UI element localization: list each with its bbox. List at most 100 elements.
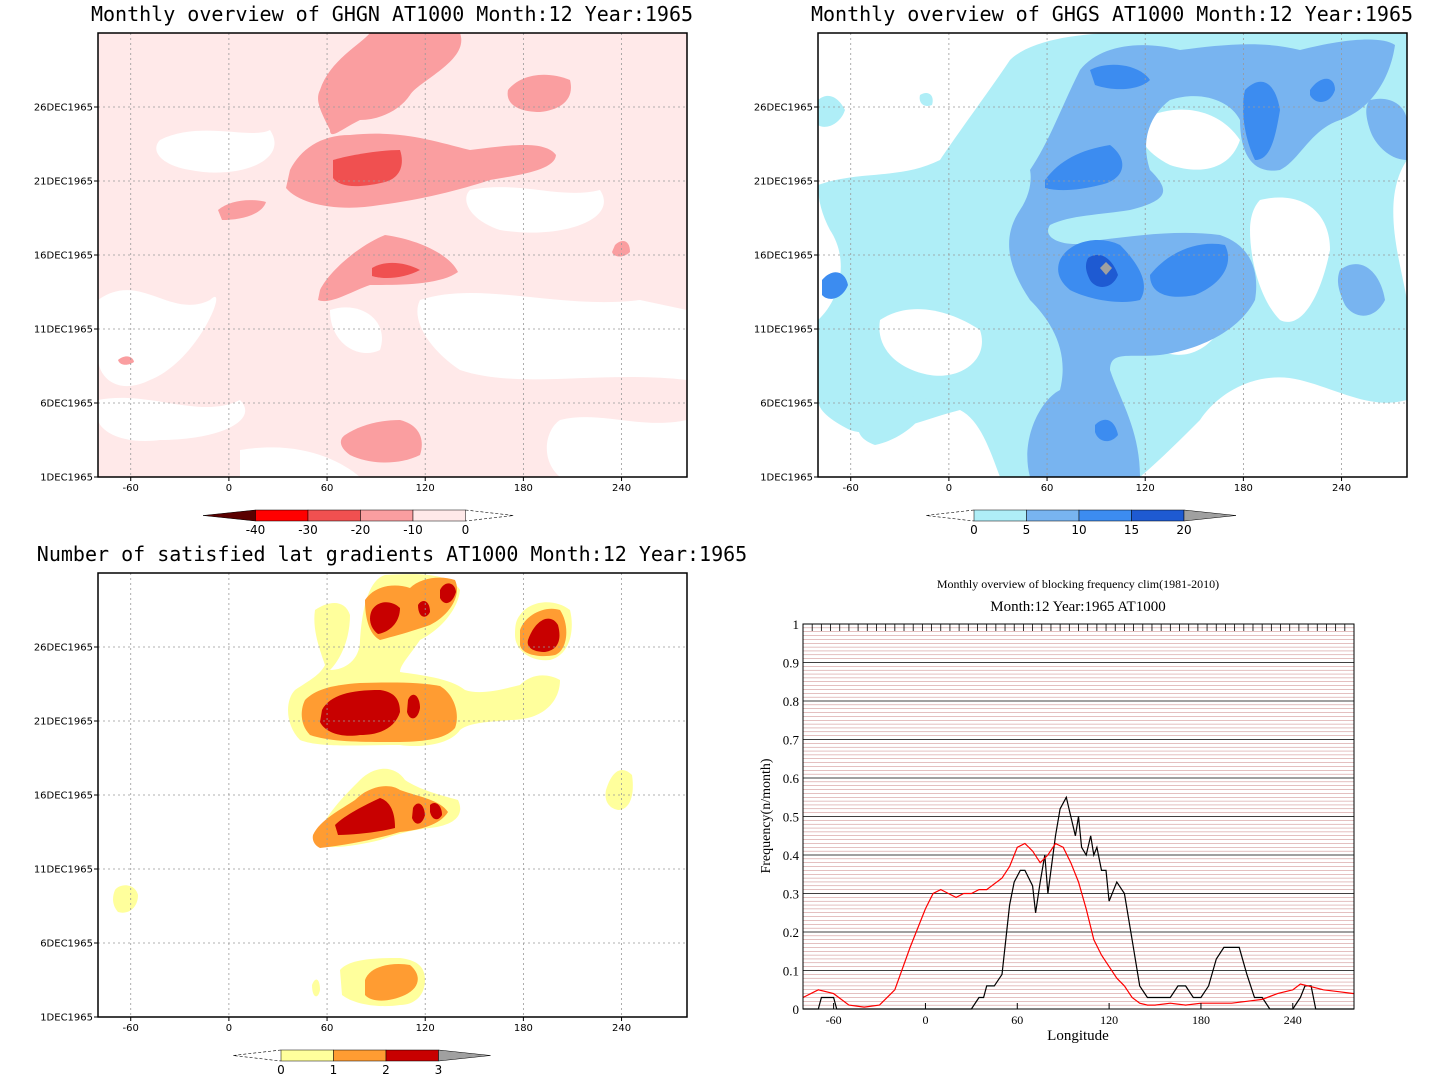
ghgs-level-area: [1090, 64, 1150, 90]
lat-gradients-y-tick-label: 6DEC1965: [40, 939, 93, 950]
ghgs-level-area: [1337, 264, 1385, 316]
panel-ghgs: Monthly overview of GHGS AT1000 Month:12…: [754, 2, 1413, 537]
ghgs-level-area: [1100, 262, 1112, 275]
ghgn-colorbar: -40 -30 -20 -10 0: [202, 509, 514, 537]
ghgs-level-area: [858, 396, 930, 445]
ghgs-colorbar-swatch: [1183, 509, 1237, 522]
blocking-x-tick-label: 0: [922, 1013, 928, 1027]
lat-gradients-level-area: [365, 963, 418, 1001]
ghgn-y-axis: 1DEC1965 6DEC1965 11DEC1965 16DEC1965 21DEC1…: [34, 103, 98, 484]
panel-ghgs-title: Monthly overview of GHGS AT1000 Month:12…: [811, 2, 1413, 26]
lat-gradients-level-area: [440, 583, 456, 604]
lat-gradients-level-area: [418, 600, 430, 617]
lat-gradients-level-area: [312, 979, 320, 997]
ghgn-level-area: [612, 240, 630, 257]
lat-gradients-x-axis: -60 0 60 120 180 240: [123, 1017, 631, 1034]
ghgs-y-tick-label: 26DEC1965: [754, 103, 813, 114]
lat-gradients-y-tick-label: 11DEC1965: [34, 865, 93, 876]
ghgn-zero-area: [98, 397, 246, 441]
lat-gradients-x-tick-label: 60: [321, 1023, 334, 1034]
ghgs-level-area: [1366, 98, 1407, 160]
blocking-x-tick-label: 60: [1011, 1013, 1023, 1027]
lat-gradients-colorbar-label: 2: [382, 1063, 390, 1077]
lat-gradients-x-tick-label: 180: [514, 1023, 533, 1034]
blocking-y-tick-label: 0: [793, 1002, 800, 1017]
ghgn-x-tick-label: -60: [123, 483, 139, 494]
ghgn-colorbar-swatch: [412, 509, 466, 522]
ghgn-colorbar-label: -30: [298, 523, 318, 537]
lat-gradients-level-area: [407, 694, 420, 719]
lat-gradients-y-tick-label: 21DEC1965: [34, 717, 93, 728]
ghgs-colorbar-swatch: [1026, 509, 1080, 522]
ghgs-x-tick-label: 60: [1041, 483, 1054, 494]
blocking-y-tick-label: 0.6: [783, 771, 800, 786]
blocking-series: [802, 795, 1355, 1010]
lat-gradients-level-area: [527, 618, 560, 652]
ghgs-colorbar-label: 20: [1176, 523, 1191, 537]
ghgn-colorbar-swatch: [307, 509, 361, 522]
ghgn-colorbar-swatch: [360, 509, 414, 522]
ghgs-colorbar-swatch: [1131, 509, 1185, 522]
ghgs-colorbar-label: 5: [1023, 523, 1031, 537]
lat-gradients-level-area: [320, 690, 400, 736]
ghgn-x-tick-label: 120: [416, 483, 435, 494]
blocking-y-tick-label: 0.9: [783, 656, 799, 671]
panel-ghgs-plot-area: [818, 33, 1407, 477]
ghgn-zero-area: [240, 447, 360, 477]
ghgs-level-area: [822, 272, 848, 299]
lat-gradients-level-area: [412, 803, 425, 824]
blocking-grid: [802, 623, 1355, 1010]
ghgn-colorbar-swatch: [465, 509, 514, 522]
ghgn-zero-area: [330, 307, 382, 354]
ghgs-colorbar-label: 10: [1071, 523, 1086, 537]
blocking-chart-title: Monthly overview of blocking frequency c…: [937, 577, 1219, 591]
blocking-x-axis: -60 0 60 120 180 240: [826, 1003, 1302, 1027]
ghgs-colorbar-swatch: [973, 509, 1027, 522]
ghgn-y-tick-label: 11DEC1965: [34, 325, 93, 336]
lat-gradients-x-tick-label: -60: [123, 1023, 139, 1034]
panel-blocking-frequency: Monthly overview of blocking frequency c…: [759, 577, 1355, 1044]
ghgs-level-area: [1085, 254, 1118, 287]
ghgs-level-area: [1045, 145, 1123, 191]
ghgn-y-tick-label: 26DEC1965: [34, 103, 93, 114]
ghgs-x-tick-label: 180: [1234, 483, 1253, 494]
lat-gradients-grid: [98, 573, 687, 1017]
ghgn-level-area: [118, 356, 134, 365]
lat-gradients-colorbar-label: 0: [277, 1063, 285, 1077]
ghgn-colorbar-label: -10: [403, 523, 423, 537]
lat-gradients-y-tick-label: 16DEC1965: [34, 791, 93, 802]
ghgs-colorbar-swatch: [1078, 509, 1132, 522]
blocking-y-axis: 0 0.1 0.2 0.3 0.4 0.5 0.6 0.7 0.8 0.9 1: [783, 617, 800, 1017]
blocking-y-tick-label: 0.5: [783, 810, 799, 825]
ghgs-level-area: [1095, 419, 1118, 442]
ghgn-colorbar-swatch: [202, 509, 256, 522]
lat-gradients-colorbar-label: 1: [330, 1063, 338, 1077]
ghgs-level-area: [1310, 78, 1335, 102]
panel-ghgn-plot-area: [98, 33, 687, 477]
blocking-series-black-line: [803, 795, 1354, 1010]
blocking-y-tick-label: 0.7: [783, 733, 800, 748]
ghgn-colorbar-swatch: [255, 509, 309, 522]
ghgs-y-tick-label: 21DEC1965: [754, 177, 813, 188]
ghgs-grid: [818, 33, 1407, 477]
blocking-chart-subtitle: Month:12 Year:1965 AT1000: [990, 599, 1165, 615]
ghgn-zero-area: [546, 417, 687, 477]
lat-gradients-colorbar: 0 1 2 3: [232, 1049, 491, 1077]
blocking-x-tick-label: -60: [826, 1013, 842, 1027]
ghgs-colorbar-label: 0: [970, 523, 978, 537]
ghgn-level-area: [372, 262, 420, 278]
blocking-x-tick-label: 120: [1100, 1013, 1118, 1027]
ghgn-x-tick-label: 180: [514, 483, 533, 494]
ghgs-x-tick-label: 240: [1332, 483, 1351, 494]
ghgs-level-area: [919, 93, 933, 106]
ghgs-level-area: [1243, 81, 1280, 160]
lat-gradients-colorbar-swatch: [280, 1049, 334, 1062]
lat-gradients-y-axis: 1DEC1965 6DEC1965 11DEC1965 16DEC1965 21DEC1…: [34, 643, 98, 1024]
lat-gradients-level-area: [605, 770, 633, 810]
ghgn-grid: [98, 33, 687, 477]
lat-gradients-x-tick-label: 240: [612, 1023, 631, 1034]
lat-gradients-colorbar-swatch: [385, 1049, 439, 1062]
ghgs-level-area: [818, 95, 845, 127]
panel-ghgn-title: Monthly overview of GHGN AT1000 Month:12…: [91, 2, 693, 26]
